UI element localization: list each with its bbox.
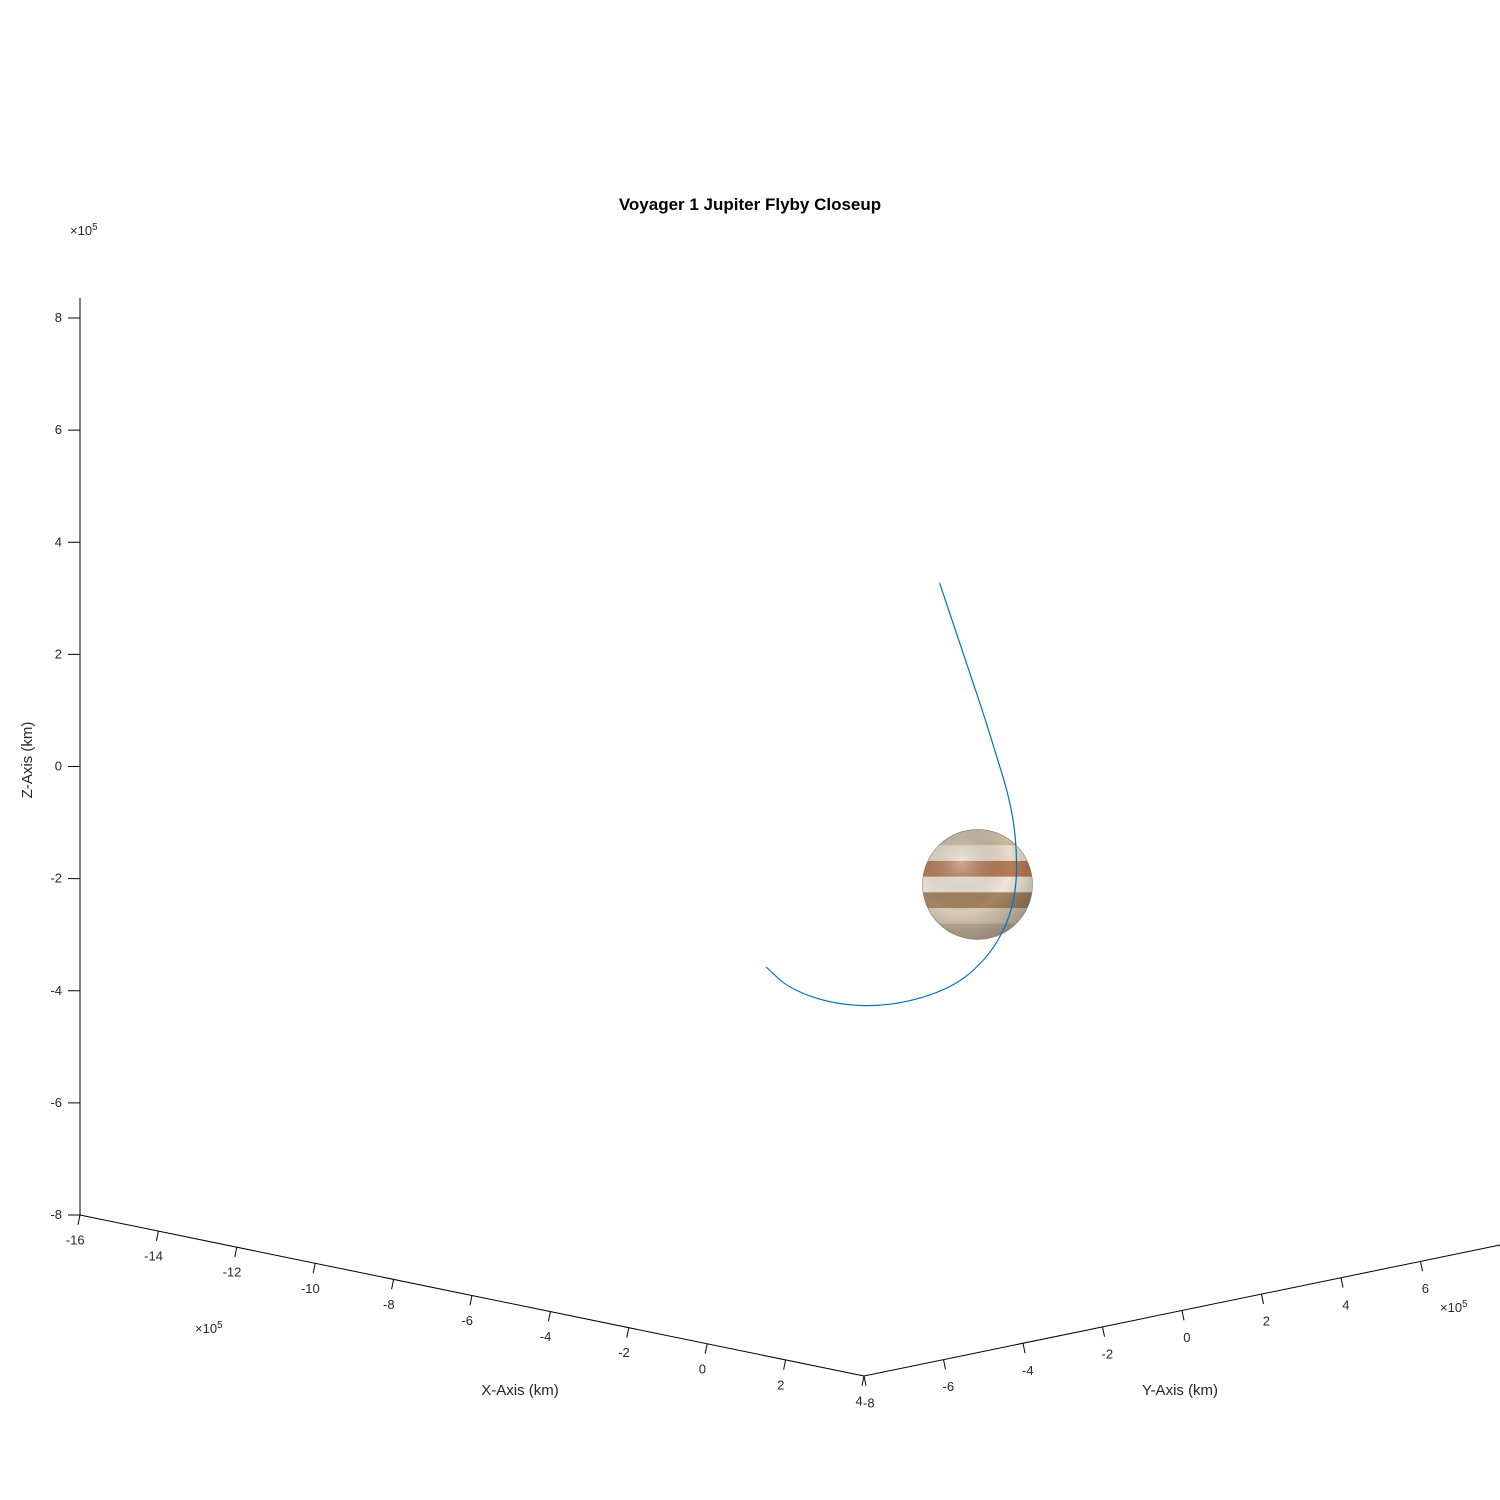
y-tick-label: 0 — [1183, 1330, 1190, 1345]
x-tick-label: 4 — [856, 1394, 863, 1409]
x-tick-label: -8 — [383, 1297, 395, 1312]
y-tick — [1421, 1261, 1423, 1271]
plot-svg: -8 -6 -4 -2 0 2 4 6 8 ×105 Z-Axis (km) -16 -14 -12 -10… — [0, 0, 1500, 1500]
y-tick-label: -8 — [863, 1396, 875, 1411]
x-axis-label: X-Axis (km) — [481, 1382, 559, 1399]
z-tick-label: -4 — [50, 983, 62, 998]
y-tick — [1262, 1294, 1264, 1304]
y-tick-label: 6 — [1422, 1281, 1429, 1296]
x-tick-label: -4 — [540, 1329, 552, 1344]
z-tick-label: 2 — [55, 646, 62, 661]
y-tick-label: -4 — [1022, 1363, 1034, 1378]
x-tick-label: -12 — [223, 1265, 242, 1280]
y-axis-label: Y-Axis (km) — [1142, 1382, 1218, 1399]
x-tick-label: -14 — [144, 1249, 163, 1264]
y-tick-label: -2 — [1102, 1346, 1114, 1361]
x-tick — [156, 1231, 158, 1241]
x-tick-label: -2 — [618, 1345, 630, 1360]
y-tick — [1103, 1327, 1105, 1337]
svg-text:×105: ×105 — [1440, 1299, 1468, 1316]
y-tick-label: 2 — [1263, 1314, 1270, 1329]
y-tick — [944, 1360, 946, 1370]
x-tick — [313, 1263, 315, 1273]
x-tick — [862, 1376, 864, 1386]
x-tick-label: 2 — [777, 1377, 784, 1392]
plot-container: Voyager 1 Jupiter Flyby Closeup -8-6-4-2… — [0, 0, 1500, 1500]
z-tick-label: -8 — [50, 1207, 62, 1222]
x-tick — [470, 1296, 472, 1306]
z-tick-label: -6 — [50, 1095, 62, 1110]
x-tick — [784, 1360, 786, 1370]
y-tick — [1023, 1343, 1025, 1353]
x-tick — [392, 1279, 394, 1289]
z-tick-label: 6 — [55, 422, 62, 437]
svg-text:×105: ×105 — [70, 222, 98, 239]
y-tick-label: 4 — [1342, 1297, 1349, 1312]
y-tick-label: -6 — [943, 1379, 955, 1394]
x-tick — [78, 1215, 80, 1225]
z-tick-label: 4 — [55, 534, 62, 549]
svg-text:×105: ×105 — [195, 1320, 223, 1337]
x-tick — [705, 1344, 707, 1354]
x-tick-label: -10 — [301, 1281, 320, 1296]
x-tick-label: -6 — [461, 1313, 473, 1328]
x-tick — [627, 1328, 629, 1338]
z-tick-label: 0 — [55, 759, 62, 774]
y-tick — [864, 1376, 866, 1386]
x-exponent: ×105 — [195, 1320, 223, 1337]
z-tick-label: 8 — [55, 310, 62, 325]
y-tick — [1182, 1311, 1184, 1321]
y-tick — [1341, 1278, 1343, 1288]
x-tick-label: 0 — [699, 1361, 706, 1376]
y-exponent: ×105 — [1440, 1299, 1468, 1316]
x-tick-label: -16 — [66, 1233, 85, 1248]
z-exponent: ×105 — [70, 222, 98, 239]
z-axis-label: Z-Axis (km) — [19, 722, 36, 799]
x-tick — [235, 1247, 237, 1257]
z-tick-label: -2 — [50, 871, 62, 886]
x-tick — [548, 1312, 550, 1322]
trajectory-line — [766, 583, 1016, 1006]
